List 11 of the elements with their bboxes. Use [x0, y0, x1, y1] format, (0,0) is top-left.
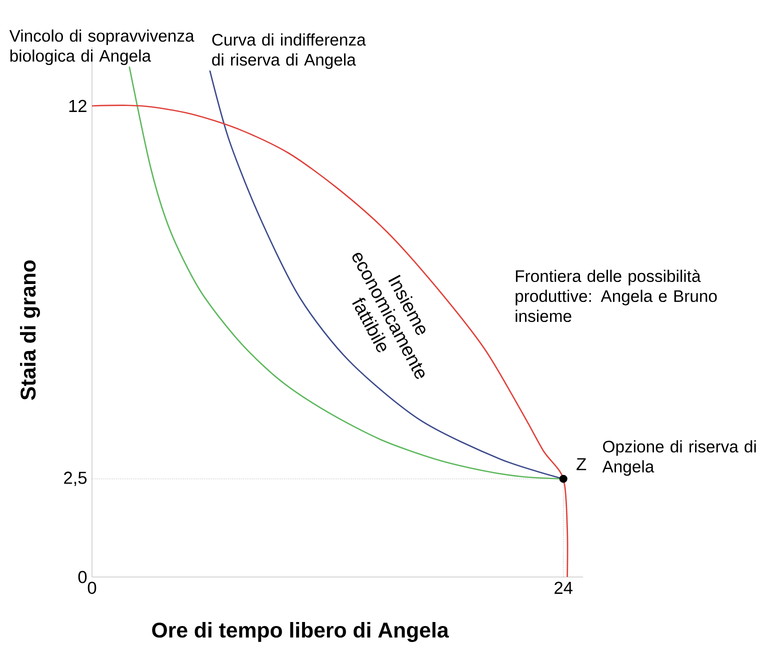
- y-axis-title: Staia di grano: [20, 260, 40, 400]
- text: Vincolo di sopravvivenza biologica di Angela: [9, 29, 194, 66]
- x-tick-label: 24: [554, 582, 572, 594]
- y-tick-label: 2,5: [64, 472, 87, 486]
- series-label: Curva di indifferenza di riserva di Angela: [212, 33, 366, 69]
- text: Frontiera delle possibilità produttive: Angela e Bruno insieme: [516, 270, 717, 322]
- annotation: Z: [576, 458, 586, 470]
- y-tick-label: 12: [69, 100, 86, 112]
- y-tick-label: 0: [78, 570, 87, 584]
- x-axis-title: Ore di tempo libero di Angela: [152, 622, 449, 642]
- text: Opzione di riserva di Angela: [602, 440, 756, 476]
